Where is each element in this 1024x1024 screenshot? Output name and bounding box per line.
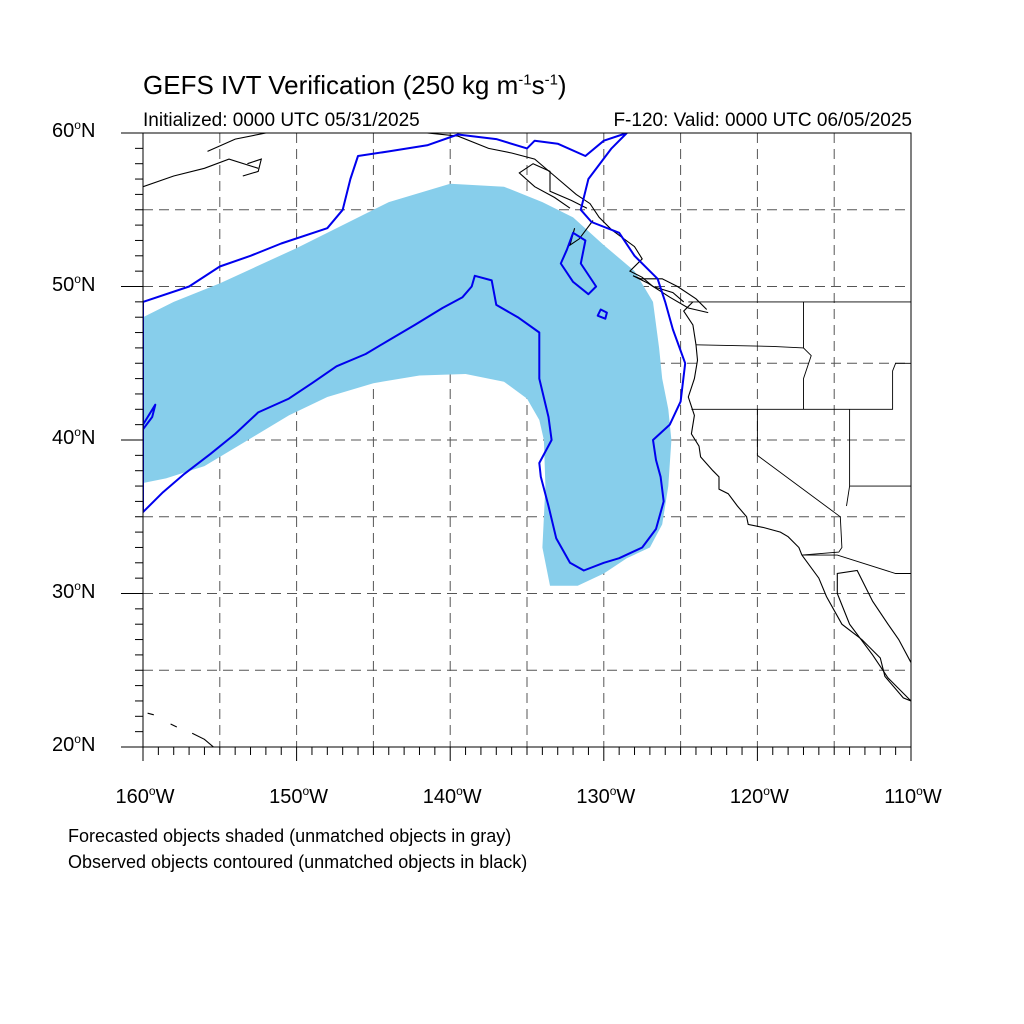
lat-label: 50oN [52, 271, 138, 297]
coastline [242, 158, 263, 177]
lat-label-hemisphere: N [80, 427, 96, 449]
coastline [427, 133, 685, 303]
forecast-object-area [143, 183, 672, 586]
lon-label-number: 150 [269, 786, 303, 808]
degree-symbol: o [916, 784, 923, 798]
lat-label: 30oN [52, 578, 138, 604]
degree-symbol: o [74, 732, 81, 746]
lat-label-hemisphere: N [80, 273, 96, 296]
state-boundary [803, 301, 812, 410]
lon-label-hemisphere: W [462, 786, 482, 808]
coastline [170, 723, 178, 728]
degree-symbol: o [609, 784, 617, 798]
legend-observed: Observed objects contoured (unmatched ob… [68, 852, 528, 872]
lon-label-hemisphere: W [922, 786, 942, 808]
coastline [917, 422, 920, 425]
degree-symbol: o [74, 578, 81, 593]
degree-symbol: o [74, 425, 81, 439]
lon-label: 150oW [269, 784, 329, 809]
lat-label-number: 30 [52, 580, 75, 603]
lon-label-number: 140 [422, 786, 457, 808]
lat-label-hemisphere: N [80, 580, 96, 603]
state-boundary [801, 554, 911, 574]
observed-object-contour [143, 403, 157, 431]
coastline [143, 158, 259, 188]
lat-label-number: 60 [52, 120, 75, 142]
chart-title: GEFS IVT Verification (250 kg m-1s-1) [143, 70, 567, 101]
axis-ticks [121, 132, 912, 761]
observed-object-contour [143, 133, 687, 572]
lat-label: 40oN [52, 425, 138, 450]
coastline [632, 275, 709, 314]
coastline [207, 133, 267, 152]
coastline [147, 712, 154, 716]
degree-symbol: o [302, 784, 310, 798]
legend-forecast: Forecasted objects shaded (unmatched obj… [68, 826, 512, 846]
valid-time: F-120: Valid: 0000 UTC 06/05/2025 [613, 110, 912, 131]
title-close: ) [557, 70, 567, 100]
lat-label-hemisphere: N [80, 120, 96, 142]
lat-label-number: 20 [52, 734, 75, 756]
lon-label: 130oW [576, 784, 636, 809]
lon-label-number: 160 [115, 786, 149, 808]
lon-label-hemisphere: W [616, 786, 636, 808]
observed-object-contour [596, 308, 608, 320]
lon-label-number: 130 [576, 786, 610, 808]
degree-symbol: o [74, 118, 81, 132]
lon-label-hemisphere: W [769, 786, 789, 808]
lon-label: 140oW [422, 784, 482, 809]
lon-label-hemisphere: W [155, 786, 175, 808]
lon-label-number: 110 [884, 786, 917, 808]
lat-label-number: 40 [52, 427, 75, 449]
lat-label: 60oN [52, 118, 138, 143]
degree-symbol: o [763, 784, 770, 798]
lat-label: 20oN [52, 732, 138, 757]
state-boundary [695, 344, 804, 349]
state-boundary [801, 516, 843, 556]
title-exponent-1: -1 [518, 71, 532, 89]
observed-objects [143, 133, 687, 572]
lon-label: 120oW [729, 784, 789, 809]
state-boundary [691, 362, 911, 410]
observed-object-contour [559, 231, 598, 296]
state-boundary [846, 409, 851, 507]
forecast-objects [143, 183, 672, 586]
lon-label: 160oW [115, 784, 175, 809]
degree-symbol: o [456, 784, 463, 798]
lat-label-hemisphere: N [80, 734, 96, 756]
coastlines [143, 133, 920, 747]
degree-symbol: o [74, 271, 81, 286]
lon-label-number: 120 [729, 786, 764, 808]
coastline [191, 732, 215, 747]
coastline [682, 301, 803, 556]
lon-label-hemisphere: W [309, 786, 329, 808]
title-main: GEFS IVT Verification (250 kg m [143, 70, 519, 100]
title-mid: s [531, 70, 545, 100]
coastline [836, 569, 911, 702]
plot-frame [142, 132, 912, 748]
degree-symbol: o [148, 784, 156, 798]
state-boundary [756, 409, 841, 518]
lon-label: 110oW [884, 784, 942, 809]
lat-label-number: 50 [52, 273, 75, 296]
coastline [801, 554, 911, 702]
coastline [518, 163, 588, 209]
title-exponent-2: -1 [544, 71, 558, 89]
initialized-time: Initialized: 0000 UTC 05/31/2025 [143, 110, 420, 131]
